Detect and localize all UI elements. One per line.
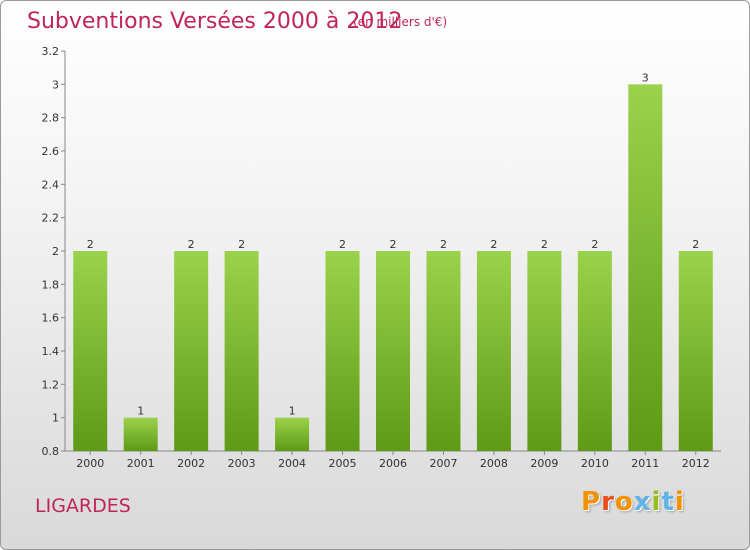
bar-2004 <box>275 417 310 451</box>
data-label-2001: 1 <box>137 405 144 418</box>
data-label-2002: 2 <box>188 238 195 251</box>
y-tick-label: 1 <box>52 412 59 425</box>
logo-letter: i <box>651 487 662 517</box>
data-label-2003: 2 <box>238 238 245 251</box>
logo-letter: i <box>674 487 685 517</box>
y-tick-label: 3.2 <box>42 45 60 58</box>
y-tick-label: 2.6 <box>42 145 60 158</box>
data-label-2007: 2 <box>440 238 447 251</box>
bar-2007 <box>426 251 461 451</box>
bar-2012 <box>678 251 713 451</box>
data-label-2005: 2 <box>339 238 346 251</box>
place-name: LIGARDES <box>35 495 131 517</box>
x-tick-label: 2011 <box>631 457 659 470</box>
chart-title: Subventions Versées 2000 à 2012 <box>27 9 403 34</box>
y-tick-label: 0.8 <box>42 445 60 458</box>
x-tick-label: 2012 <box>682 457 710 470</box>
data-label-2011: 3 <box>642 71 649 84</box>
y-tick-label: 2.2 <box>42 212 60 225</box>
y-tick-label: 3 <box>52 78 59 91</box>
logo-letter: o <box>614 487 634 517</box>
proxiti-logo[interactable]: Proxiti <box>581 487 685 517</box>
x-tick-label: 2007 <box>429 457 457 470</box>
y-tick-label: 2 <box>52 245 59 258</box>
y-tick-label: 1.8 <box>42 278 60 291</box>
bar-series <box>73 84 713 451</box>
x-tick-label: 2008 <box>480 457 508 470</box>
x-tick-label: 2003 <box>228 457 256 470</box>
bar-2005 <box>325 251 360 451</box>
x-tick-label: 2004 <box>278 457 306 470</box>
x-tick-label: 2001 <box>127 457 155 470</box>
chart-axes: 0.8 1 1.2 1.4 1.6 1.8 2 2.2 2.4 2.6 2.8 3 3.2 2000 200… <box>42 45 721 470</box>
x-tick-label: 2005 <box>329 457 357 470</box>
data-label-2010: 2 <box>591 238 598 251</box>
bar-2001 <box>123 417 158 451</box>
logo-letter: r <box>601 487 615 517</box>
y-tick-label: 1.4 <box>42 345 60 358</box>
y-tick-label: 1.2 <box>42 378 60 391</box>
data-label-2000: 2 <box>87 238 94 251</box>
x-tick-label: 2002 <box>177 457 205 470</box>
bar-2003 <box>224 251 259 451</box>
x-tick-label: 2010 <box>581 457 609 470</box>
logo-letter: P <box>581 487 602 517</box>
bar-2006 <box>376 251 410 451</box>
bar-2011 <box>628 84 663 451</box>
bar-2009 <box>527 251 562 451</box>
x-tick-label: 2006 <box>379 457 407 470</box>
bar-2010 <box>577 251 612 451</box>
bar-2000 <box>73 251 108 451</box>
data-label-2006: 2 <box>390 238 397 251</box>
data-label-2009: 2 <box>541 238 548 251</box>
y-tick-label: 2.8 <box>42 112 60 125</box>
y-tick-label: 2.4 <box>42 178 60 191</box>
x-tick-label: 2000 <box>76 457 104 470</box>
logo-letter: t <box>661 487 675 517</box>
data-label-2008: 2 <box>490 238 497 251</box>
y-tick-label: 1.6 <box>42 312 60 325</box>
data-label-2012: 2 <box>692 238 699 251</box>
data-labels: 2 1 2 2 1 2 2 2 2 2 2 3 2 <box>87 71 700 417</box>
logo-letter: x <box>633 487 652 517</box>
data-label-2004: 1 <box>289 405 296 418</box>
chart-subtitle: (en milliers d'€) <box>353 15 448 29</box>
bar-2002 <box>174 251 209 451</box>
x-tick-label: 2009 <box>530 457 558 470</box>
bar-2008 <box>476 251 511 451</box>
